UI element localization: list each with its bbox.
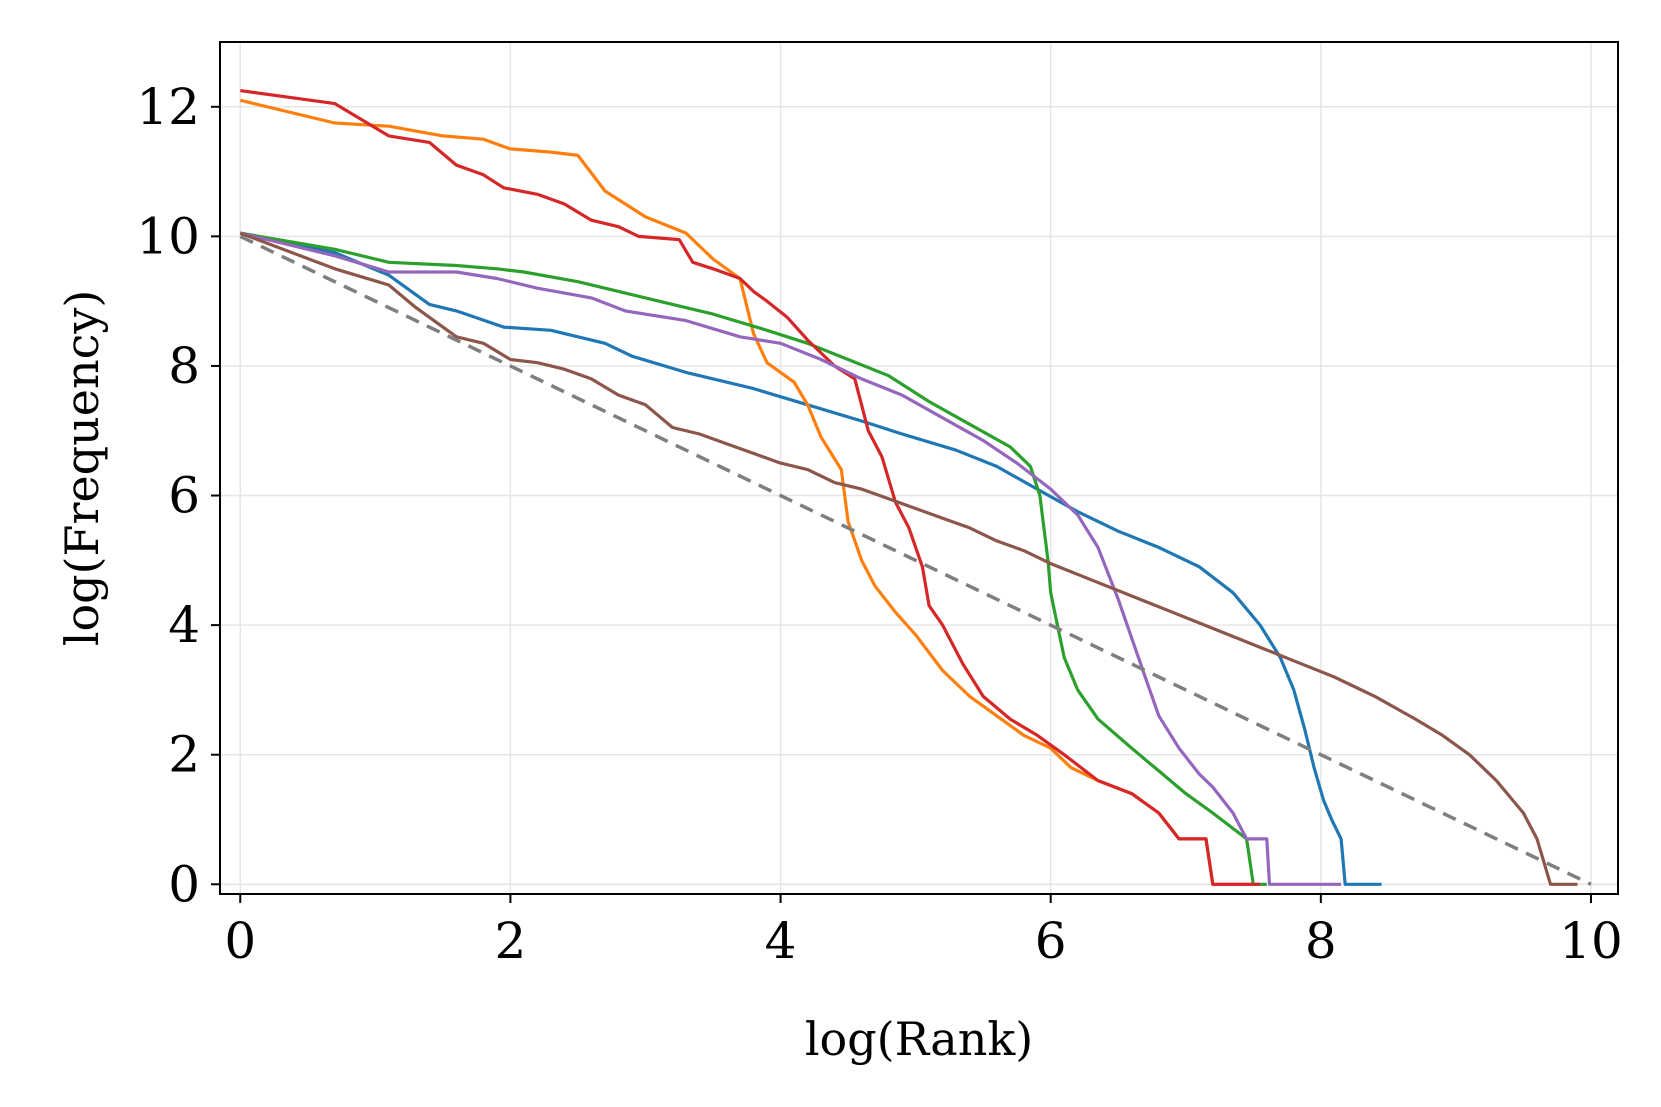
series-line-2 [239, 98, 1254, 886]
reference-line [239, 234, 1592, 886]
y-tick-label: 4 [168, 596, 200, 654]
x-tick-label: 4 [765, 912, 797, 970]
series-line-5 [239, 231, 1342, 886]
x-tick-label: 0 [224, 912, 256, 970]
grid-lines [220, 42, 1618, 894]
plot-frame [219, 41, 1619, 895]
y-axis-label: log(Frequency) [55, 290, 109, 647]
x-tick-label: 8 [1305, 912, 1337, 970]
axis-ticks: 0 2 4 6 8 10 0 2 4 6 8 10 12 [136, 78, 1622, 970]
y-tick-label: 2 [168, 726, 200, 784]
series-line-6 [239, 231, 1578, 886]
series-layer [239, 89, 1592, 886]
series-line-3 [240, 231, 1267, 886]
y-tick-label: 6 [168, 467, 200, 525]
x-tick-label: 10 [1559, 912, 1623, 970]
y-tick-label: 12 [136, 78, 200, 136]
y-tick-label: 8 [168, 337, 200, 395]
x-axis-label: log(Rank) [805, 1012, 1033, 1066]
series-line-1 [239, 231, 1382, 886]
y-tick-label: 10 [136, 207, 200, 265]
series-line-4 [240, 89, 1261, 886]
x-tick-label: 6 [1035, 912, 1067, 970]
y-tick-label: 0 [168, 855, 200, 913]
x-tick-label: 2 [494, 912, 526, 970]
